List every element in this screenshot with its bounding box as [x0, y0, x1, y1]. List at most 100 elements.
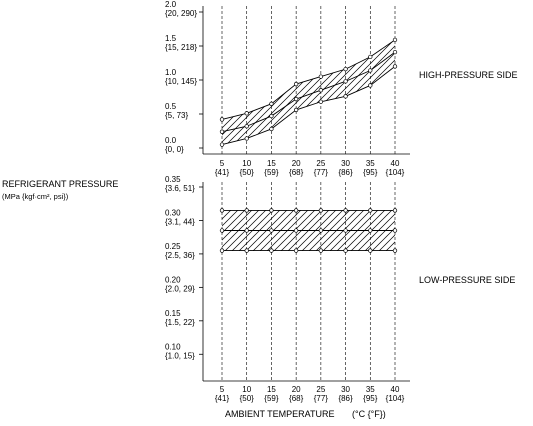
low-y-tick-label-sub: {2.0, 29} [165, 284, 195, 293]
low-x-tick-label-sub: {41} [215, 394, 230, 403]
high-pressure-chart: 2.0{20, 290}1.5{15, 218}1.0{10, 145}0.5{… [165, 0, 410, 177]
low-x-tick-label: 25 [316, 385, 325, 394]
high-upper-line [221, 39, 396, 120]
high-middle-point [368, 68, 373, 73]
low-middle-point [343, 228, 348, 233]
high-y-tick-label-sub: {0, 0} [165, 145, 184, 154]
high-upper-point [244, 111, 249, 116]
high-upper-point [219, 117, 225, 122]
high-x-tick-label-sub: {59} [264, 168, 279, 177]
low-y-tick-label-sub: {1.0, 15} [165, 351, 195, 360]
high-x-tick-label: 15 [267, 159, 276, 168]
high-y-tick-label: 0.5 [165, 102, 177, 111]
x-axis-unit: (°C {°F}) [352, 409, 386, 419]
high-y-tick-label-sub: {10, 145} [165, 77, 197, 86]
low-middle-point [318, 228, 324, 233]
high-pressure-side-label: HIGH-PRESSURE SIDE [419, 70, 518, 80]
high-x-tick-label-sub: {41} [215, 168, 230, 177]
low-x-tick-label-sub: {50} [240, 394, 255, 403]
low-y-tick-label: 0.20 [165, 275, 181, 284]
y-axis-title: REFRIGERANT PRESSURE [2, 179, 118, 189]
low-pressure-side-label: LOW-PRESSURE SIDE [419, 275, 515, 285]
high-upper-point [343, 66, 348, 72]
low-x-tick-label-sub: {95} [363, 394, 378, 403]
high-x-tick-label-sub: {104} [386, 168, 405, 177]
low-x-tick-label-sub: {104} [386, 394, 405, 403]
high-middle-point [392, 49, 398, 55]
x-axis-title: AMBIENT TEMPERATURE [225, 409, 335, 419]
high-x-tick-label-sub: {68} [289, 168, 304, 177]
high-x-tick-label: 25 [316, 159, 325, 168]
high-lower-point [293, 107, 299, 113]
low-y-tick-label-sub: {3.1, 44} [165, 217, 195, 226]
low-y-tick-label-sub: {3.6, 51} [165, 184, 195, 193]
low-y-tick-label: 0.10 [165, 342, 181, 351]
low-x-tick-label-sub: {59} [264, 394, 279, 403]
high-lower-point [343, 94, 348, 99]
high-lower-line [221, 66, 396, 146]
low-y-tick-label: 0.25 [165, 242, 181, 251]
low-x-tick-label: 5 [220, 385, 225, 394]
low-upper-point [219, 208, 225, 213]
low-upper-point [368, 208, 373, 213]
high-middle-point [343, 79, 348, 84]
low-y-tick-label-sub: {2.5, 36} [165, 251, 195, 260]
low-upper-point [343, 208, 348, 213]
low-lower-point [219, 248, 225, 253]
low-x-tick-label: 35 [366, 385, 375, 394]
high-upper-point [269, 101, 274, 106]
high-middle-point [219, 129, 225, 134]
high-lower-point [318, 99, 324, 104]
low-upper-point [293, 208, 299, 213]
low-upper-point [269, 208, 274, 213]
high-lower-point [368, 83, 373, 88]
high-lower-point [219, 142, 225, 147]
high-y-tick-label: 0.0 [165, 136, 177, 145]
low-middle-point [219, 228, 225, 233]
low-y-tick-label: 0.30 [165, 208, 181, 217]
low-lower-point [244, 248, 249, 253]
high-x-tick-label: 35 [366, 159, 375, 168]
high-y-tick-label: 1.5 [165, 34, 177, 43]
high-lower-point [244, 136, 249, 141]
low-x-tick-label: 30 [341, 385, 350, 394]
low-x-tick-label: 40 [391, 385, 400, 394]
high-y-tick-label-sub: {20, 290} [165, 9, 197, 18]
high-middle-line [221, 51, 396, 133]
low-x-tick-label: 15 [267, 385, 276, 394]
high-y-tick-label-sub: {15, 218} [165, 43, 197, 52]
low-upper-point [318, 208, 324, 213]
low-middle-point [392, 228, 398, 233]
low-lower-point [368, 248, 373, 253]
high-y-tick-label-sub: {5, 73} [165, 111, 188, 120]
low-x-tick-label: 20 [292, 385, 301, 394]
high-y-tick-label: 1.0 [165, 68, 177, 77]
high-upper-point [293, 81, 299, 87]
high-upper-point [368, 54, 373, 60]
low-x-tick-label-sub: {77} [314, 394, 329, 403]
high-x-tick-label-sub: {86} [338, 168, 353, 177]
low-lower-point [343, 248, 348, 253]
high-x-tick-label: 20 [292, 159, 301, 168]
low-x-tick-label-sub: {86} [338, 394, 353, 403]
high-lower-point [269, 126, 274, 132]
low-lower-point [318, 248, 324, 253]
high-x-tick-label-sub: {50} [240, 168, 255, 177]
high-middle-point [244, 124, 249, 129]
low-middle-point [269, 228, 274, 233]
high-middle-point [269, 113, 274, 119]
low-y-tick-label: 0.15 [165, 309, 181, 318]
low-lower-point [269, 248, 274, 253]
high-x-tick-label-sub: {95} [363, 168, 378, 177]
low-upper-point [392, 208, 398, 213]
high-upper-point [318, 74, 324, 79]
high-x-tick-label-sub: {77} [314, 168, 329, 177]
low-upper-point [244, 208, 249, 213]
high-middle-point [318, 88, 324, 93]
y-axis-unit: (MPa {kgf·cm², psi}) [2, 192, 69, 201]
high-lower-point [392, 64, 398, 69]
low-pressure-chart: 0.35{3.6, 51} 0.30{3.1, 44} 0.25{2.5, 36} 0… [165, 175, 410, 403]
low-middle-point [244, 228, 249, 233]
